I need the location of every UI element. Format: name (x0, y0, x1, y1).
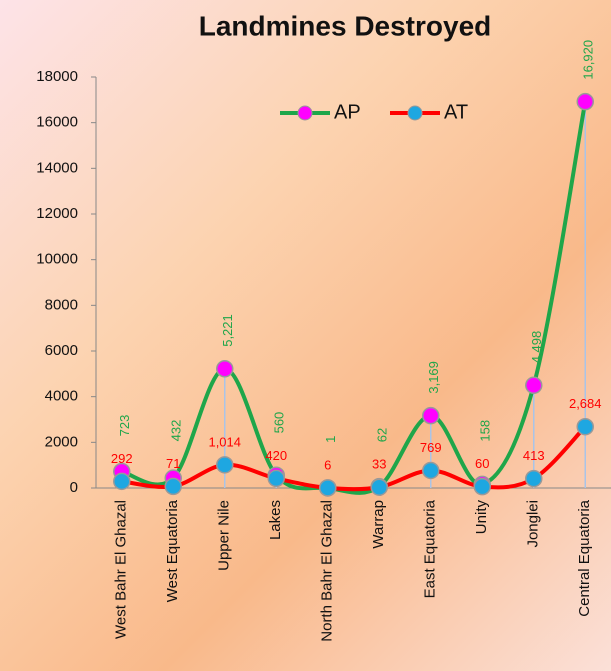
data-label: 158 (478, 420, 493, 442)
data-label: 5,221 (220, 314, 235, 347)
x-tick-label: Jonglei (525, 500, 542, 548)
y-tick-label: 14000 (36, 159, 78, 176)
data-label: 1,014 (208, 434, 241, 449)
data-label: 560 (272, 412, 287, 434)
series-line (121, 425, 587, 492)
data-label: 2,684 (569, 396, 602, 411)
data-label: 769 (420, 440, 442, 455)
data-label: 413 (523, 448, 545, 463)
marker (216, 456, 234, 474)
marker (422, 406, 440, 425)
legend-label: AT (444, 101, 468, 123)
y-tick-label: 10000 (36, 251, 78, 268)
data-label: 71 (166, 456, 180, 471)
y-tick-label: 4000 (45, 388, 78, 405)
x-tick-label: Warrap (370, 500, 387, 549)
legend-marker (297, 105, 313, 121)
data-label: 432 (169, 420, 184, 442)
y-tick-label: 0 (70, 479, 78, 496)
data-label: 1 (323, 436, 338, 443)
data-label: 4,498 (529, 331, 544, 364)
legend-label: AP (334, 101, 361, 123)
data-label: 420 (265, 448, 287, 463)
data-label: 6 (324, 457, 331, 472)
x-tick-label: Central Equatoria (576, 499, 593, 616)
y-tick-label: 18000 (36, 68, 78, 85)
data-label: 723 (117, 415, 132, 437)
chart-title: Landmines Destroyed (199, 10, 492, 41)
marker (422, 461, 440, 480)
x-tick-label: West Bahr El Ghazal (113, 500, 130, 639)
marker (370, 478, 388, 496)
data-label: 62 (375, 428, 390, 442)
data-label: 33 (372, 457, 386, 472)
y-tick-label: 2000 (45, 433, 78, 450)
x-tick-label: Upper Nile (216, 500, 233, 571)
series-line (121, 101, 588, 495)
y-tick-label: 8000 (45, 296, 78, 313)
x-tick-label: East Equatoria (422, 499, 439, 598)
marker (216, 360, 234, 378)
y-tick-label: 6000 (45, 342, 78, 359)
y-tick-label: 16000 (36, 114, 78, 131)
x-tick-label: Lakes (267, 500, 284, 540)
x-tick-label: North Bahr El Ghazal (319, 500, 336, 642)
marker (576, 417, 594, 436)
marker (525, 376, 543, 395)
marker (473, 477, 491, 496)
y-tick-label: 12000 (36, 205, 78, 222)
marker (319, 479, 337, 497)
data-label: 292 (111, 451, 133, 466)
marker (525, 469, 543, 488)
marker (576, 92, 594, 111)
data-label: 16,920 (581, 40, 596, 80)
data-label: 60 (475, 456, 489, 471)
x-tick-label: Unity (473, 500, 490, 535)
x-tick-label: West Equatoria (164, 499, 181, 602)
legend-marker (407, 105, 423, 121)
marker (164, 477, 182, 496)
marker (113, 472, 131, 491)
marker (267, 469, 285, 488)
data-label: 3,169 (426, 361, 441, 394)
